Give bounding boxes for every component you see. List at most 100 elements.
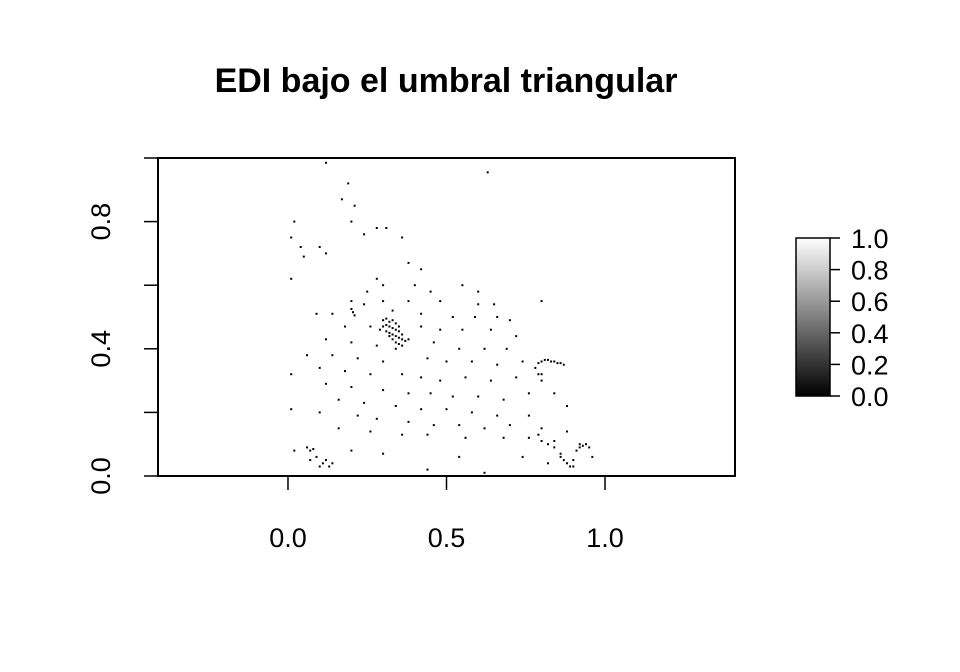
heatmap-cell: [325, 252, 327, 255]
heatmap-cell: [401, 333, 404, 336]
heatmap-cell: [445, 360, 448, 363]
heatmap-cell: [321, 462, 324, 465]
heatmap-cell: [363, 303, 366, 306]
heatmap-cell: [540, 360, 543, 363]
heatmap-cell: [483, 427, 486, 430]
heatmap-cell: [566, 462, 568, 465]
heatmap-cell: [352, 311, 354, 314]
heatmap-cell: [401, 236, 404, 239]
y-tick-label: 0.0: [86, 457, 116, 495]
heatmap-cell: [458, 455, 461, 458]
colorbar-tick-label: 0.2: [851, 350, 889, 380]
heatmap-cell: [391, 327, 394, 330]
heatmap-cell: [540, 440, 543, 442]
heatmap-cell: [382, 452, 385, 455]
heatmap-cell: [496, 316, 499, 318]
heatmap-cell: [429, 290, 432, 293]
heatmap-cell: [515, 335, 518, 338]
heatmap-cell: [363, 401, 366, 404]
heatmap-cell: [461, 284, 464, 287]
heatmap-cell: [388, 335, 391, 338]
heatmap-cell: [451, 395, 454, 398]
heatmap-cell: [540, 300, 543, 303]
heatmap-cell: [401, 338, 404, 341]
heatmap-cell: [290, 408, 293, 411]
heatmap-cell: [337, 398, 340, 401]
heatmap-cell: [407, 261, 410, 264]
y-tick-label: 0.8: [86, 203, 116, 241]
heatmap-cell: [464, 376, 467, 379]
heatmap-cell: [293, 449, 296, 452]
heatmap-cell: [540, 427, 543, 430]
heatmap-cell: [340, 198, 343, 201]
heatmap-cell: [382, 389, 385, 392]
heatmap-cell: [347, 182, 350, 185]
heatmap-cell: [407, 338, 410, 341]
heatmap-cell: [521, 360, 524, 363]
heatmap-cell: [420, 312, 423, 315]
y-axis: 0.0 0.4 0.8: [86, 157, 159, 495]
heatmap-cell: [547, 443, 549, 446]
heatmap-cell: [350, 308, 353, 310]
heatmap-cell: [420, 408, 423, 411]
heatmap-cell: [420, 268, 423, 271]
heatmap-cell: [318, 366, 321, 369]
heatmap-cell: [515, 376, 518, 379]
heatmap-cell: [350, 300, 353, 303]
heatmap-cell: [585, 443, 587, 446]
heatmap-cell: [382, 300, 385, 303]
heatmap-cell: [540, 379, 543, 382]
heatmap-cell: [385, 227, 388, 229]
heatmap-cell: [394, 335, 397, 338]
heatmap-cell: [290, 277, 293, 280]
heatmap-cell: [527, 436, 530, 439]
heatmap-cell: [344, 325, 346, 328]
heatmap-cell: [404, 339, 407, 342]
heatmap-cell: [483, 347, 486, 350]
heatmap-cell: [578, 446, 581, 449]
heatmap-cell: [325, 459, 327, 462]
heatmap-cell: [394, 347, 397, 350]
heatmap-cell: [397, 336, 400, 339]
heatmap-cell: [331, 462, 334, 465]
heatmap-cell: [353, 314, 356, 317]
heatmap-cell: [356, 414, 359, 417]
x-tick-label: 0.0: [269, 523, 307, 553]
heatmap-cell: [394, 322, 397, 325]
heatmap-cell: [439, 379, 442, 382]
heatmap-cell: [388, 325, 391, 328]
heatmap-cell: [521, 455, 524, 458]
heatmap-cell: [391, 338, 394, 341]
heatmap-cell: [366, 290, 369, 293]
heatmap-cell: [375, 344, 378, 347]
heatmap-cell: [477, 303, 480, 306]
heatmap-cell: [369, 325, 372, 328]
heatmap-cell: [540, 373, 543, 376]
heatmap-cell: [534, 366, 537, 369]
heatmap-cell: [502, 436, 505, 439]
heatmap-cell: [388, 320, 391, 323]
heatmap-cell: [315, 312, 318, 315]
x-axis: 0.0 0.5 1.0: [269, 475, 624, 553]
heatmap-cell: [581, 444, 584, 447]
heatmap-cell: [306, 354, 308, 357]
heatmap-cell: [566, 430, 568, 433]
heatmap-cell: [378, 328, 381, 331]
colorbar-tick-label: 1.0: [851, 224, 889, 254]
heatmap-cell: [312, 448, 315, 450]
heatmap-cell: [464, 436, 467, 439]
heatmap-cell: [461, 328, 464, 331]
heatmap-cell: [394, 341, 397, 344]
heatmap-cell: [407, 392, 410, 395]
heatmap-cell: [537, 362, 540, 365]
heatmap-cell: [477, 395, 480, 398]
heatmap-cell: [559, 452, 562, 455]
heatmap-cell: [489, 328, 492, 331]
heatmap-cell: [318, 411, 321, 414]
heatmap-cell: [458, 347, 461, 350]
heatmap-cell: [356, 357, 359, 360]
heatmap-cell: [547, 358, 549, 361]
heatmap-cell: [382, 319, 385, 322]
x-tick-label: 0.5: [428, 523, 466, 553]
